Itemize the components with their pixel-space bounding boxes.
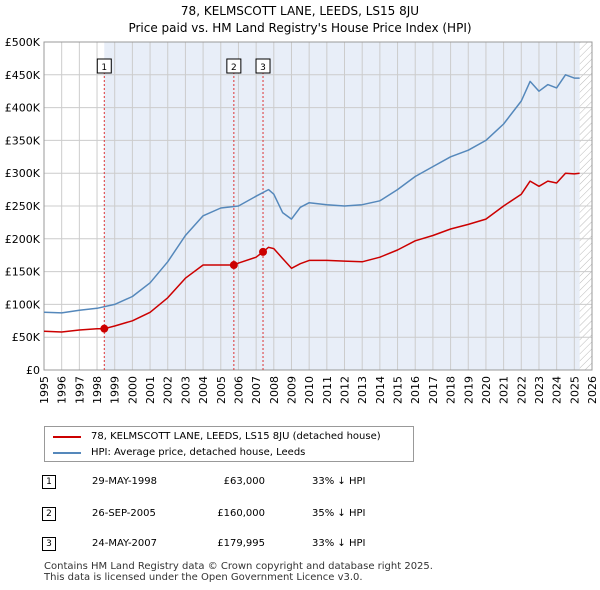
sale-label-box: 1: [96, 58, 112, 74]
x-tick-label: 2005: [215, 376, 228, 404]
x-tick-label: 2014: [374, 376, 387, 404]
x-tick-label: 2024: [551, 376, 564, 404]
transaction-number: 1: [42, 475, 56, 489]
x-tick-label: 2002: [162, 376, 175, 404]
x-tick-label: 2021: [498, 376, 511, 404]
legend-item-hpi: HPI: Average price, detached house, Leed…: [45, 445, 413, 461]
transaction-price: £179,995: [217, 538, 265, 549]
legend-item-property: 78, KELMSCOTT LANE, LEEDS, LS15 8JU (det…: [45, 429, 413, 445]
y-tick-label: £500K: [5, 36, 41, 49]
x-tick-label: 1997: [73, 376, 86, 404]
plot-frame: [43, 41, 593, 371]
x-tick-label: 2020: [480, 376, 493, 404]
x-tick-label: 2007: [250, 376, 263, 404]
transaction-date: 26-SEP-2005: [92, 508, 156, 519]
x-tick-label: 1996: [56, 376, 69, 404]
x-tick-label: 2022: [515, 376, 528, 404]
x-tick-label: 2006: [232, 376, 245, 404]
transaction-date: 24-MAY-2007: [92, 538, 158, 549]
transaction-hpi-diff: 33% ↓ HPI: [312, 476, 366, 487]
x-tick-label: 2003: [179, 376, 192, 404]
x-tick-label: 2026: [586, 376, 599, 404]
x-tick-label: 2004: [197, 376, 210, 404]
y-tick-label: £250K: [5, 200, 41, 213]
x-tick-label: 2001: [144, 376, 157, 404]
sale-label-frame: [96, 58, 112, 74]
x-tick-label: 2025: [568, 376, 581, 404]
legend-label-hpi: HPI: Average price, detached house, Leed…: [91, 447, 306, 458]
transaction-price: £63,000: [223, 476, 265, 487]
x-tick-label: 1999: [109, 376, 122, 404]
sale-label-number: 2: [231, 63, 237, 73]
y-tick-label: £50K: [12, 331, 41, 344]
sale-point: [100, 324, 109, 333]
sale-label-number: 3: [260, 63, 266, 73]
legend-swatch-hpi: [53, 452, 81, 454]
price-chart: £0 £50K £100K £150K £200K £250K £300K £350K £400…: [5, 36, 599, 404]
x-tick-label: 2011: [321, 376, 334, 404]
y-tick-label: £450K: [5, 69, 41, 82]
footer: Contains HM Land Registry data © Crown c…: [44, 561, 433, 583]
x-tick-label: 2013: [356, 376, 369, 404]
x-tick-label: 2023: [533, 376, 546, 404]
hpi-line: [43, 74, 580, 314]
x-tick-label: 1995: [38, 376, 51, 404]
x-tick-label: 2012: [339, 376, 352, 404]
sale-label-box: 2: [226, 58, 242, 74]
x-tick-label: 2016: [409, 376, 422, 404]
sale-point: [229, 261, 238, 270]
x-tick-label: 2017: [427, 376, 440, 404]
legend-label-property: 78, KELMSCOTT LANE, LEEDS, LS15 8JU (det…: [91, 431, 381, 442]
chart-title: 78, KELMSCOTT LANE, LEEDS, LS15 8JU: [180, 4, 420, 18]
y-tick-label: £300K: [5, 167, 41, 180]
x-tick-label: 2018: [445, 376, 458, 404]
legend: 78, KELMSCOTT LANE, LEEDS, LS15 8JU (det…: [44, 426, 414, 462]
y-tick-label: £400K: [5, 102, 41, 115]
x-tick-label: 1998: [91, 376, 104, 404]
sale-label-number: 1: [101, 63, 107, 73]
x-tick-label: 2008: [268, 376, 281, 404]
transaction-number: 2: [42, 507, 56, 521]
x-tick-label: 2009: [285, 376, 298, 404]
sale-label-box: 3: [255, 58, 271, 74]
chart-subtitle: Price paid vs. HM Land Registry's House …: [128, 21, 472, 35]
x-tick-label: 2019: [462, 376, 475, 404]
transaction-price: £160,000: [217, 508, 265, 519]
y-tick-label: £200K: [5, 233, 41, 246]
transaction-number: 3: [42, 537, 56, 551]
y-tick-label: £150K: [5, 266, 41, 279]
legend-swatch-property: [53, 436, 81, 438]
sale-label-frame: [226, 58, 242, 74]
x-tick-label: 2000: [126, 376, 139, 404]
sale-label-frame: [255, 58, 271, 74]
x-tick-label: 2015: [392, 376, 405, 404]
footer-copyright: Contains HM Land Registry data © Crown c…: [44, 561, 433, 572]
property-price-line: [43, 172, 580, 333]
sale-point: [259, 247, 268, 256]
y-tick-label: £0: [26, 364, 40, 377]
footer-licence: This data is licensed under the Open Gov…: [44, 572, 363, 583]
transaction-hpi-diff: 33% ↓ HPI: [312, 538, 366, 549]
x-tick-label: 2010: [303, 376, 316, 404]
transaction-date: 29-MAY-1998: [92, 476, 158, 487]
y-tick-label: £100K: [5, 298, 41, 311]
transaction-hpi-diff: 35% ↓ HPI: [312, 508, 366, 519]
y-tick-label: £350K: [5, 134, 41, 147]
